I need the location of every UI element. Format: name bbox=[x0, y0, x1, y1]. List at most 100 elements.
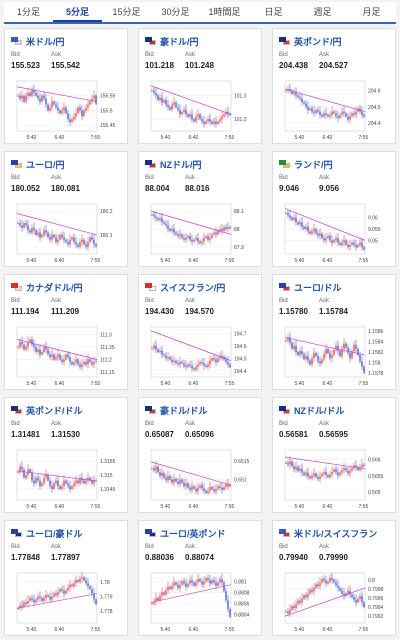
ask-label: Ask bbox=[185, 421, 196, 427]
candle bbox=[299, 222, 301, 225]
moving-average-line bbox=[284, 456, 366, 470]
price-chart[interactable]: 180.2 180.1 5:40 6:40 7:55 bbox=[9, 200, 125, 266]
rate-card[interactable]: NZドル/ドル Bid Ask 0.56581 0.56595 0.566 0.5655 0.… bbox=[272, 397, 396, 513]
rate-card[interactable]: 米ドル/スイスフラン Bid Ask 0.79940 0.79990 0.8 0.7998 0… bbox=[272, 520, 396, 636]
rate-card[interactable]: 豪ドル/円 Bid Ask 101.218 101.248 101.3 101.2 5:40 6… bbox=[138, 28, 262, 144]
bid-value: 1.31481 bbox=[11, 430, 40, 439]
candle bbox=[285, 213, 287, 214]
pair-title[interactable]: 米ドル/円 bbox=[11, 35, 65, 47]
price-chart[interactable]: 204.6 204.5 204.4 5:40 6:40 7:55 bbox=[277, 77, 393, 143]
x-tick-label: 7:55 bbox=[225, 381, 235, 387]
price-chart[interactable]: 0.881 0.8808 0.8806 0.8804 5:40 6:40 7:55 bbox=[143, 569, 259, 635]
candle bbox=[29, 339, 31, 342]
pair-name[interactable]: NZドル/円 bbox=[160, 159, 202, 170]
candle bbox=[357, 467, 359, 470]
pair-title[interactable]: NZドル/ドル bbox=[279, 404, 345, 416]
pair-name[interactable]: 米ドル/円 bbox=[26, 36, 65, 47]
candle bbox=[31, 227, 33, 233]
pair-name[interactable]: NZドル/ドル bbox=[294, 405, 345, 416]
price-chart[interactable]: 0.6515 0.651 5:40 6:40 7:55 bbox=[143, 446, 259, 512]
candle bbox=[285, 611, 287, 613]
tab-1[interactable]: 5分足 bbox=[53, 2, 102, 22]
candle bbox=[325, 348, 327, 355]
tab-6[interactable]: 週足 bbox=[313, 7, 332, 17]
candle bbox=[183, 109, 185, 112]
tab-2[interactable]: 15分足 bbox=[112, 7, 141, 17]
candle bbox=[63, 359, 65, 362]
pair-name[interactable]: 英ポンド/ドル bbox=[26, 405, 83, 416]
pair-name[interactable]: ユーロ/豪ドル bbox=[26, 528, 83, 539]
x-tick-label: 7:55 bbox=[91, 258, 101, 264]
candle bbox=[187, 236, 189, 238]
rate-card[interactable]: ユーロ/ドル Bid Ask 1.15780 1.15784 1.1586 1.1584 1.… bbox=[272, 274, 396, 390]
rate-card[interactable]: カナダドル/円 Bid Ask 111.194 111.209 111.3 111.25 11… bbox=[4, 274, 128, 390]
candle bbox=[153, 345, 155, 349]
pair-name[interactable]: カナダドル/円 bbox=[26, 282, 83, 293]
candle bbox=[61, 110, 63, 114]
pair-title[interactable]: 英ポンド/ドル bbox=[11, 404, 83, 416]
rate-card[interactable]: ユーロ/円 Bid Ask 180.052 180.081 180.2 180.1 5:40 6… bbox=[4, 151, 128, 267]
price-chart[interactable]: 9.06 9.055 9.05 5:40 6:40 7:55 bbox=[277, 200, 393, 266]
tab-4[interactable]: 1時間足 bbox=[208, 7, 241, 17]
candle bbox=[159, 472, 161, 476]
candle bbox=[221, 229, 223, 231]
pair-name[interactable]: 米ドル/スイスフラン bbox=[294, 528, 378, 539]
rate-card[interactable]: NZドル/円 Bid Ask 88.004 88.016 88.1 88 87.9 5:40 6:… bbox=[138, 151, 262, 267]
rate-card[interactable]: ユーロ/英ポンド Bid Ask 0.88036 0.88074 0.881 0.8808 0… bbox=[138, 520, 262, 636]
price-chart[interactable]: 111.3 111.25 111.2 111.15 5:40 6:40 7:55 bbox=[9, 323, 125, 389]
price-chart[interactable]: 0.8 0.7998 0.7996 0.7994 0.7992 5:40 6:40 7:55 bbox=[277, 569, 393, 635]
pair-title[interactable]: ユーロ/ドル bbox=[279, 281, 342, 293]
rate-card[interactable]: スイスフラン/円 Bid Ask 194.430 194.570 194.7 194.6 19… bbox=[138, 274, 262, 390]
pair-name[interactable]: ユーロ/ドル bbox=[294, 282, 342, 293]
tab-3[interactable]: 30分足 bbox=[161, 7, 190, 17]
pair-title[interactable]: ユーロ/豪ドル bbox=[11, 527, 83, 539]
pair-name[interactable]: ユーロ/円 bbox=[26, 159, 65, 170]
price-chart[interactable]: 194.7 194.6 194.5 194.4 5:40 6:40 7:55 bbox=[143, 323, 259, 389]
candle bbox=[167, 225, 169, 229]
price-chart[interactable]: 88.1 88 87.9 5:40 6:40 7:55 bbox=[143, 200, 259, 266]
tab-7[interactable]: 月足 bbox=[362, 7, 381, 17]
price-chart[interactable]: 101.3 101.2 5:40 6:40 7:55 bbox=[143, 77, 259, 143]
pair-title[interactable]: NZドル/円 bbox=[145, 158, 202, 170]
rate-card[interactable]: 米ドル/円 Bid Ask 155.523 155.542 155.55 155.5 155.… bbox=[4, 28, 128, 144]
pair-title[interactable]: 豪ドル/円 bbox=[145, 35, 199, 47]
pair-name[interactable]: 豪ドル/ドル bbox=[160, 405, 208, 416]
pair-title[interactable]: カナダドル/円 bbox=[11, 281, 83, 293]
y-tick-label: 194.6 bbox=[234, 344, 247, 350]
rate-card[interactable]: 豪ドル/ドル Bid Ask 0.65087 0.65096 0.6515 0.651 5:4… bbox=[138, 397, 262, 513]
pair-title[interactable]: 英ポンド/円 bbox=[279, 35, 342, 47]
rate-card[interactable]: ユーロ/豪ドル Bid Ask 1.77848 1.77897 1.78 1.779 1.77… bbox=[4, 520, 128, 636]
candle bbox=[209, 119, 211, 122]
pair-name[interactable]: ユーロ/英ポンド bbox=[160, 528, 226, 539]
pair-name[interactable]: 英ポンド/円 bbox=[294, 36, 342, 47]
bid-value: 0.88036 bbox=[145, 553, 174, 562]
pair-title[interactable]: ランド/円 bbox=[279, 158, 333, 170]
pair-title[interactable]: ユーロ/円 bbox=[11, 158, 65, 170]
rate-card[interactable]: 英ポンド/ドル Bid Ask 1.31481 1.31530 1.3155 1.315 1.… bbox=[4, 397, 128, 513]
pair-title[interactable]: 米ドル/スイスフラン bbox=[279, 527, 377, 539]
price-chart[interactable]: 1.78 1.779 1.778 5:40 6:40 7:55 bbox=[9, 569, 125, 635]
pair-name[interactable]: 豪ドル/円 bbox=[160, 36, 199, 47]
pair-name[interactable]: スイスフラン/円 bbox=[160, 282, 226, 293]
tab-0[interactable]: 1分足 bbox=[16, 7, 40, 17]
candle bbox=[203, 488, 205, 491]
candle bbox=[161, 97, 163, 103]
x-tick-label: 5:40 bbox=[295, 504, 305, 510]
price-chart[interactable]: 1.1586 1.1584 1.1582 1.158 1.1578 5:40 6:40 7:5… bbox=[277, 323, 393, 389]
pair-name[interactable]: ランド/円 bbox=[294, 159, 333, 170]
pair-title[interactable]: 豪ドル/ドル bbox=[145, 404, 208, 416]
rate-card[interactable]: 英ポンド/円 Bid Ask 204.438 204.527 204.6 204.5 204.… bbox=[272, 28, 396, 144]
rate-card[interactable]: ランド/円 Bid Ask 9.046 9.056 9.06 9.055 9.05 5:40 6:… bbox=[272, 151, 396, 267]
candle bbox=[185, 109, 187, 115]
price-chart[interactable]: 1.3155 1.315 1.3145 5:40 6:40 7:55 bbox=[9, 446, 125, 512]
candle bbox=[91, 237, 93, 240]
currency-flag-icon bbox=[11, 406, 22, 414]
candle bbox=[215, 232, 217, 235]
pair-title[interactable]: スイスフラン/円 bbox=[145, 281, 225, 293]
price-chart[interactable]: 155.55 155.5 155.45 5:40 6:40 7:55 bbox=[9, 77, 125, 143]
price-chart[interactable]: 0.566 0.5655 0.565 5:40 6:40 7:55 bbox=[277, 446, 393, 512]
candle bbox=[25, 602, 27, 604]
candle bbox=[79, 107, 81, 111]
pair-title[interactable]: ユーロ/英ポンド bbox=[145, 527, 226, 539]
tab-5[interactable]: 日足 bbox=[264, 7, 283, 17]
